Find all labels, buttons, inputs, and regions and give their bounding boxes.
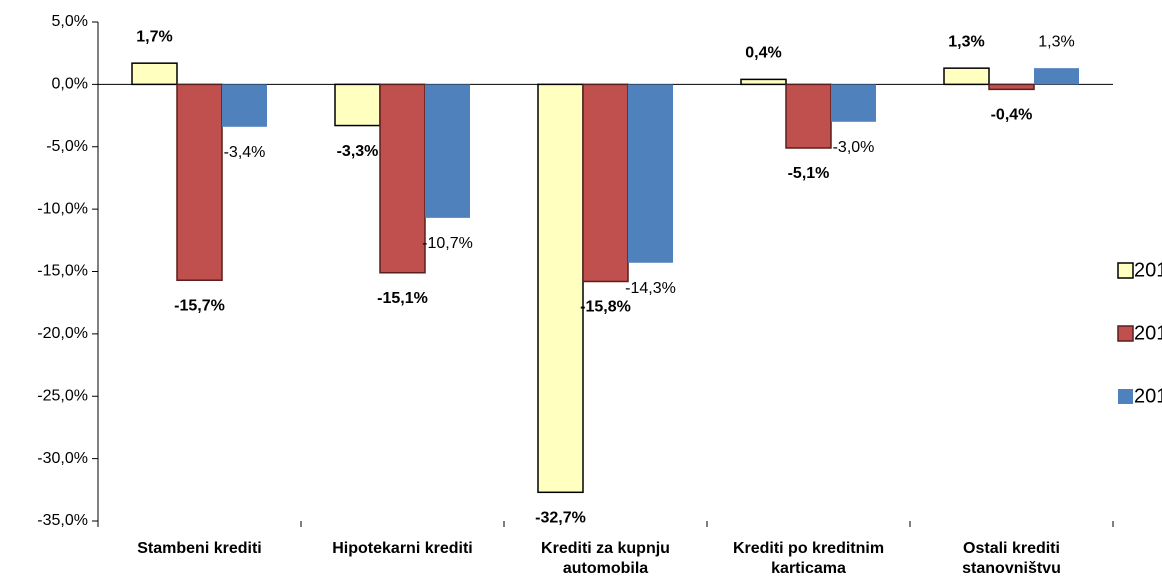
data-label: -15,1% xyxy=(377,290,428,307)
legend-swatch xyxy=(1117,325,1134,342)
data-label: -0,4% xyxy=(991,107,1033,124)
x-tick-label: Stambeni krediti xyxy=(137,540,262,557)
x-tick-label: Hipotekarni krediti xyxy=(332,540,473,557)
bar xyxy=(537,83,584,494)
bar xyxy=(943,67,990,86)
data-label: -3,3% xyxy=(337,143,379,160)
x-tick-label: Krediti za kupnju automobila xyxy=(541,540,670,577)
legend-swatch xyxy=(1118,389,1133,404)
legend-swatch xyxy=(1117,262,1134,279)
x-tick-label: Krediti po kreditnim karticama xyxy=(732,540,885,577)
data-label: -15,7% xyxy=(174,297,225,314)
y-tick-label: -5,0% xyxy=(46,138,88,155)
bar xyxy=(131,62,178,86)
data-label: -14,3% xyxy=(625,280,676,297)
data-label: -5,1% xyxy=(788,165,830,182)
legend-label: 2015 xyxy=(1134,259,1162,281)
legend-label: 2016 xyxy=(1134,322,1162,344)
bar xyxy=(176,83,223,281)
y-tick-label: -20,0% xyxy=(37,325,88,342)
bar xyxy=(628,84,673,263)
bar xyxy=(988,83,1035,91)
bar xyxy=(379,83,426,274)
bar xyxy=(785,83,832,149)
data-label: -3,0% xyxy=(833,139,875,156)
y-tick-label: -35,0% xyxy=(37,512,88,529)
y-tick-label: -25,0% xyxy=(37,387,88,404)
y-tick-label: 0,0% xyxy=(52,76,88,93)
data-label: -3,4% xyxy=(224,144,266,161)
x-tick-label: Ostali krediti stanovništvu xyxy=(962,540,1061,577)
data-label: 1,3% xyxy=(948,33,984,50)
data-label: -15,8% xyxy=(580,299,631,316)
data-label: 1,7% xyxy=(136,28,172,45)
bar xyxy=(1034,68,1079,85)
bar xyxy=(740,78,787,86)
y-tick-label: -15,0% xyxy=(37,263,88,280)
data-label: 1,3% xyxy=(1038,33,1074,50)
bar xyxy=(334,83,381,127)
legend-label: 2017 xyxy=(1134,385,1162,407)
y-tick-label: -30,0% xyxy=(37,450,88,467)
bar xyxy=(425,84,470,218)
bar xyxy=(222,84,267,127)
data-label: -10,7% xyxy=(422,235,473,252)
y-tick-label: -10,0% xyxy=(37,200,88,217)
data-label: 0,4% xyxy=(745,45,781,62)
data-label: -32,7% xyxy=(535,510,586,527)
y-tick-label: 5,0% xyxy=(52,13,88,30)
bar xyxy=(831,84,876,122)
bar xyxy=(582,83,629,283)
